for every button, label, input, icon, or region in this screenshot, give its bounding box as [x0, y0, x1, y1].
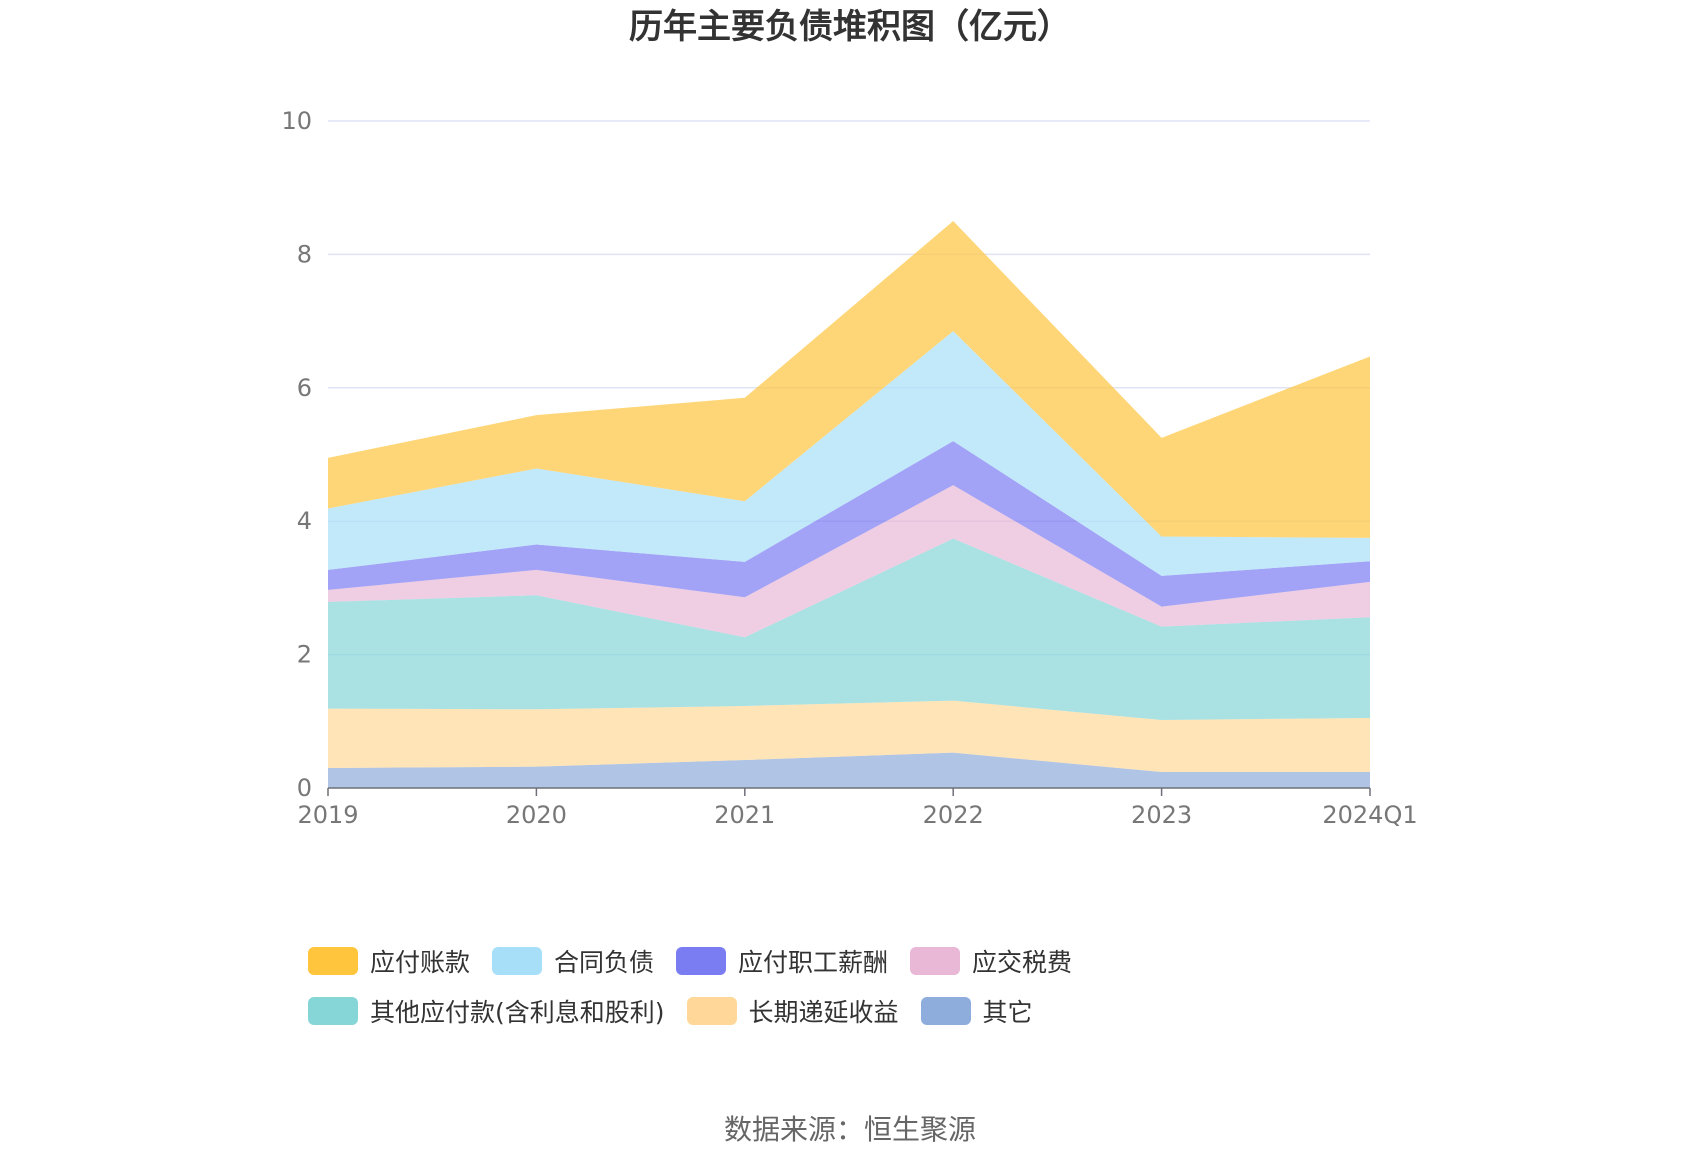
legend-label: 长期递延收益 — [748, 998, 899, 1027]
legend-label: 其他应付款(含利息和股利) — [370, 998, 665, 1027]
y-tick-label: 2 — [297, 641, 312, 669]
legend-swatch — [920, 997, 971, 1025]
legend-label: 应付职工薪酬 — [738, 948, 889, 977]
x-tick-label: 2019 — [297, 801, 358, 829]
y-tick-label: 6 — [297, 374, 312, 402]
legend-item[interactable]: 应交税费 — [910, 945, 1072, 977]
legend-item[interactable]: 长期递延收益 — [686, 995, 899, 1027]
legend-item[interactable]: 合同负债 — [492, 945, 654, 977]
x-tick-label: 2023 — [1131, 801, 1192, 829]
area-series-4 — [328, 441, 1370, 607]
legend-swatch — [910, 947, 961, 975]
legend-swatch — [308, 947, 358, 975]
x-tick-label: 2020 — [506, 801, 567, 829]
chart-title: 历年主要负债堆积图（亿元） — [629, 7, 1071, 47]
area-series-6 — [328, 221, 1370, 538]
data-source: 数据来源：恒生聚源 — [723, 1113, 976, 1146]
legend-label: 合同负债 — [554, 948, 655, 977]
area-series-2 — [328, 538, 1370, 720]
x-tick-label: 2024Q1 — [1322, 801, 1417, 829]
legend-swatch — [686, 997, 737, 1025]
y-tick-label: 0 — [297, 774, 312, 802]
legend: 应付账款 合同负债 应付职工薪酬 应交税费其他应付款(含利息和股利) 长期递延收益 其它 — [308, 945, 1438, 1027]
axes: 2019 2020 2021 2022 2023 2024Q1 — [297, 787, 1418, 829]
legend-swatch — [492, 947, 543, 975]
area-series-0 — [328, 752, 1370, 788]
x-tick-label: 2022 — [923, 801, 984, 829]
legend-item[interactable]: 其它 — [920, 995, 1033, 1027]
legend-swatch — [308, 997, 358, 1025]
legend-item[interactable]: 应付账款 — [308, 945, 470, 977]
y-tick-label: 10 — [281, 107, 312, 135]
legend-label: 其它 — [982, 998, 1033, 1027]
area-series-5 — [328, 331, 1370, 576]
legend-label: 应交税费 — [972, 948, 1073, 977]
legend-item[interactable]: 其他应付款(含利息和股利) — [308, 995, 665, 1027]
area-series-3 — [328, 485, 1370, 638]
legend-label: 应付账款 — [370, 948, 471, 977]
stacked-areas — [328, 221, 1370, 788]
legend-swatch — [676, 947, 727, 975]
legend-item[interactable]: 应付职工薪酬 — [676, 945, 888, 977]
y-tick-label: 8 — [297, 240, 312, 268]
y-tick-label: 4 — [297, 507, 312, 535]
area-series-1 — [328, 700, 1370, 772]
x-tick-label: 2021 — [714, 801, 775, 829]
